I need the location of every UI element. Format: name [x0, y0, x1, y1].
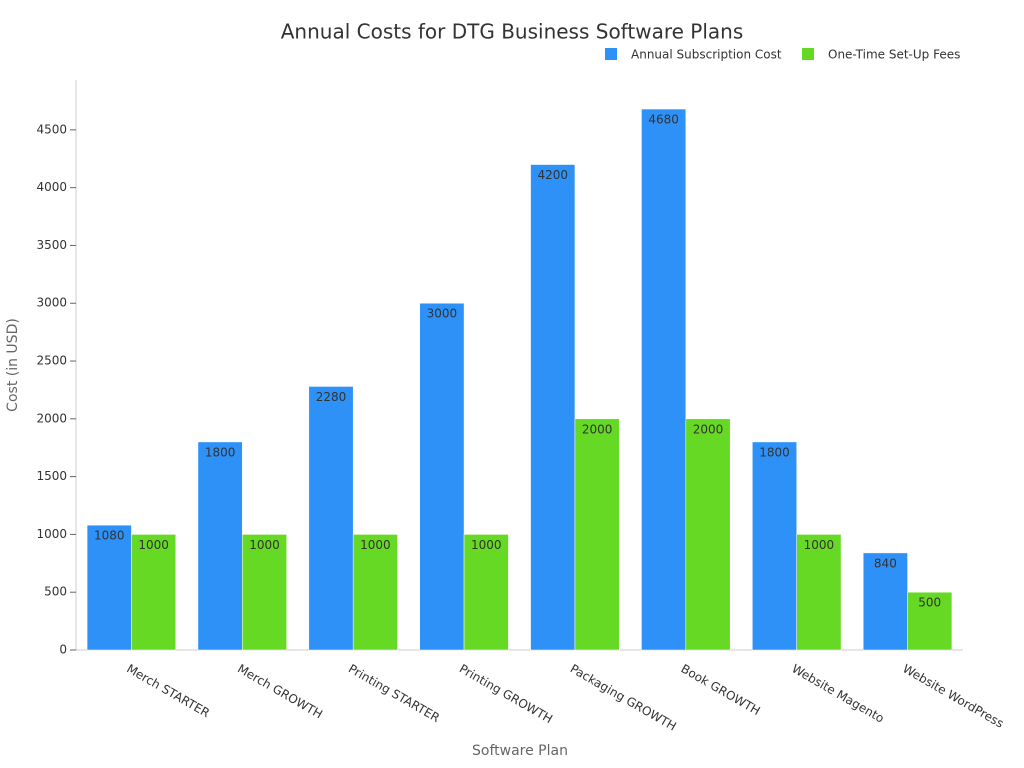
value-label: 1000	[249, 538, 280, 552]
value-label: 1800	[205, 445, 236, 459]
value-label: 1000	[804, 538, 835, 552]
bar	[308, 386, 354, 651]
value-label: 2000	[693, 422, 724, 436]
legend-swatch	[605, 48, 617, 60]
chart-title: Annual Costs for DTG Business Software P…	[281, 20, 744, 44]
value-label: 1000	[360, 538, 391, 552]
value-label: 3000	[427, 307, 458, 321]
y-tick-label: 4500	[36, 122, 67, 136]
bar	[574, 418, 620, 651]
bar	[862, 552, 908, 651]
y-tick-label: 3000	[36, 296, 67, 310]
y-tick-label: 500	[44, 585, 67, 599]
bar	[352, 534, 398, 651]
x-tick-label: Book GROWTH	[679, 662, 763, 719]
bar	[685, 418, 731, 651]
value-label: 4680	[648, 113, 679, 127]
bar	[463, 534, 509, 651]
value-label: 1000	[471, 538, 502, 552]
legend-label: One-Time Set-Up Fees	[828, 48, 960, 62]
x-tick-label: Merch STARTER	[124, 662, 212, 721]
y-tick-label: 3500	[36, 238, 67, 252]
value-label: 4200	[537, 168, 568, 182]
value-label: 500	[918, 596, 941, 610]
bar	[242, 534, 287, 651]
value-label: 1000	[138, 538, 169, 552]
legend-label: Annual Subscription Cost	[631, 48, 782, 62]
value-label: 2000	[582, 422, 613, 436]
bar	[86, 524, 132, 651]
x-tick-label: Website Magento	[789, 662, 886, 726]
y-tick-label: 2000	[36, 411, 67, 425]
y-tick-label: 2500	[36, 354, 67, 368]
value-label: 840	[874, 556, 897, 570]
x-axis-title: Software Plan	[472, 743, 568, 759]
bar	[419, 302, 465, 651]
x-tick-label: Merch GROWTH	[235, 662, 325, 722]
x-tick-label: Website WordPress	[900, 662, 1006, 731]
x-tick-label: Packaging GROWTH	[568, 662, 679, 734]
y-tick-label: 1500	[36, 469, 67, 483]
bar	[752, 441, 797, 651]
bar	[796, 534, 842, 651]
bar	[907, 591, 953, 651]
x-tick-label: Printing STARTER	[346, 662, 442, 726]
value-label: 2280	[316, 390, 347, 404]
y-tick-label: 1000	[36, 527, 67, 541]
x-tick-label: Printing GROWTH	[457, 662, 555, 727]
bar	[197, 441, 243, 651]
y-axis-title: Cost (in USD)	[5, 318, 21, 412]
y-tick-label: 0	[59, 643, 67, 657]
value-label: 1800	[759, 445, 790, 459]
bar	[530, 164, 576, 651]
legend-swatch	[802, 48, 814, 60]
bar	[641, 108, 687, 651]
bar	[131, 534, 177, 651]
y-tick-label: 4000	[36, 180, 67, 194]
value-label: 1080	[94, 529, 125, 543]
